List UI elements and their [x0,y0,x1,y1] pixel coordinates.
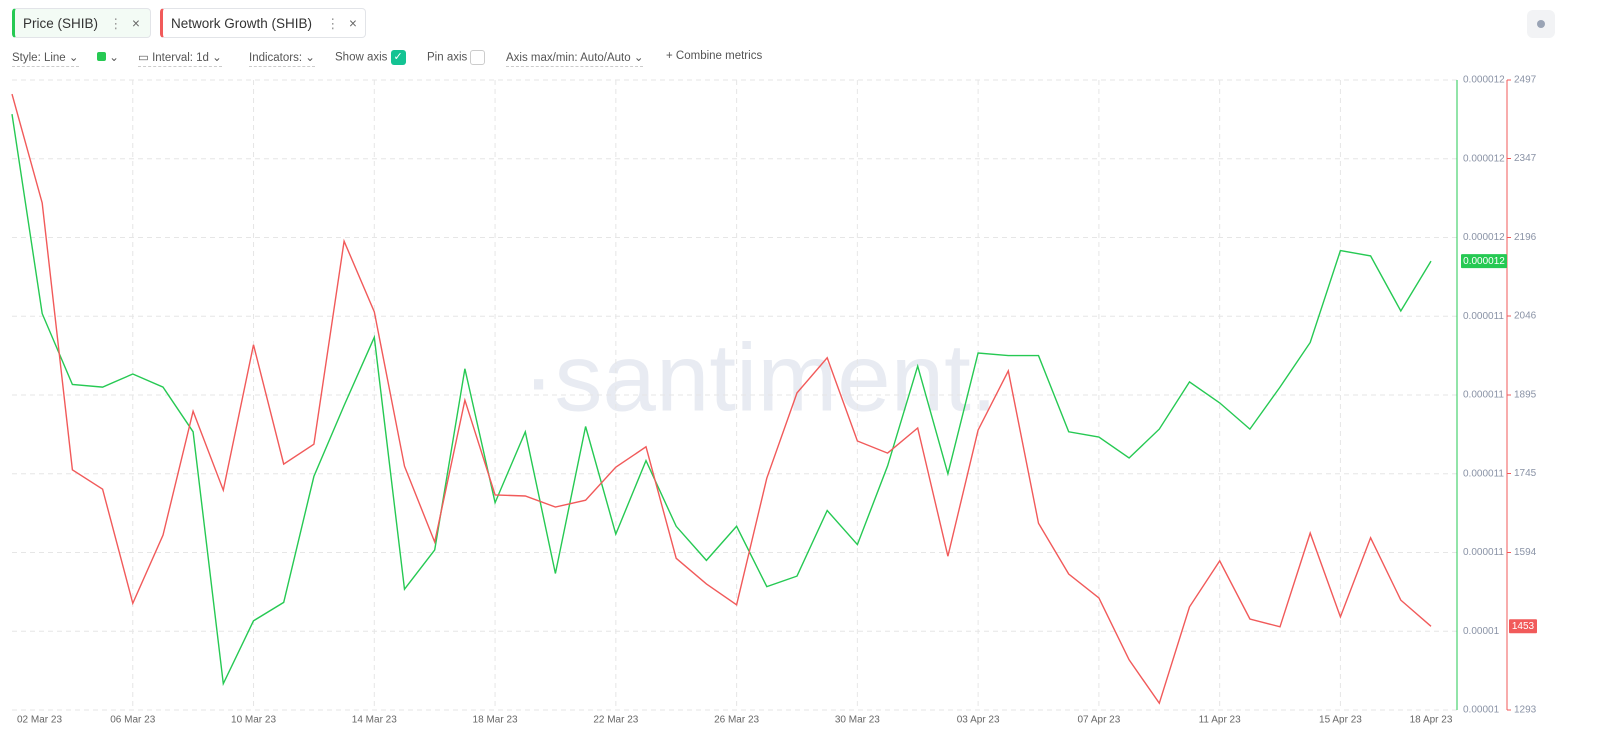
y2-tick-label: 2196 [1514,232,1537,243]
combine-metrics[interactable]: + Combine metrics [666,50,763,62]
series-line [11,113,1432,687]
y2-tick-label: 1745 [1514,468,1537,479]
x-tick-label: 18 Mar 23 [473,715,518,726]
menu-icon[interactable]: ⋮ [109,16,123,31]
x-tick-label: 14 Mar 23 [352,715,397,726]
y-tick-label: 0.000012 [1463,232,1505,243]
value-badge-label: 0.000012 [1463,256,1505,267]
y-tick-label: 0.00001 [1463,626,1500,637]
y-tick-label: 0.000011 [1463,547,1504,558]
y-tick-label: 0.000011 [1463,468,1504,479]
series-line [11,93,1432,705]
y2-tick-label: 1895 [1514,390,1537,401]
show-axis[interactable]: Show axis ✓ [335,50,406,67]
x-tick-label: 30 Mar 23 [835,715,880,726]
icon [1537,20,1545,28]
pin-axis[interactable]: Pin axis [427,50,486,67]
swatch [97,52,106,61]
label: Style: Line [12,52,66,64]
value-badge [1461,254,1507,269]
style-select[interactable]: Style: Line ⌄ [12,50,79,67]
x-tick-label: 07 Apr 23 [1077,715,1120,726]
metric-tab[interactable]: Network Growth (SHIB) ⋮ × [160,8,366,38]
x-tick-label: 11 Apr 23 [1199,715,1242,726]
axis-maxmin[interactable]: Axis max/min: Auto/Auto ⌄ [506,50,644,67]
x-tick-label: 26 Mar 23 [714,715,759,726]
x-tick-label: 06 Mar 23 [110,715,155,726]
checkbox[interactable]: ✓ [390,50,406,65]
y2-tick-label: 2347 [1514,153,1537,164]
close-icon[interactable]: × [349,16,357,31]
label: Combine metrics [675,50,763,62]
label: Indicators: [249,52,303,64]
tab-label: Price (SHIB) [23,16,99,31]
label: Axis max/min: Auto/Auto [506,52,631,64]
y-tick-label: 0.000011 [1463,311,1504,322]
y2-tick-label: 2497 [1514,75,1537,86]
close-icon[interactable]: × [132,16,140,31]
color-select[interactable]: ⌄ [97,50,119,66]
y-tick-label: 0.000012 [1463,153,1505,164]
y-tick-label: 0.00001 [1463,705,1500,716]
value-badge [1509,619,1537,634]
y2-tick-label: 1293 [1514,705,1537,716]
settings-button[interactable] [1527,10,1555,38]
watermark: ·santiment. [523,324,998,431]
y2-tick-label: 1594 [1514,547,1537,558]
label: Show axis [335,51,388,64]
x-tick-label: 22 Mar 23 [593,715,638,726]
y2-tick-label: 2046 [1514,311,1537,322]
y-tick-label: 0.000011 [1463,390,1504,401]
interval-select[interactable]: ▭ Interval: 1d ⌄ [138,50,222,67]
menu-icon[interactable]: ⋮ [326,16,340,31]
x-tick-label: 10 Mar 23 [231,715,276,726]
tab-label: Network Growth (SHIB) [171,16,313,31]
checkbox[interactable] [470,50,486,65]
x-tick-label: 18 Apr 23 [1410,715,1453,726]
indicators-select[interactable]: Indicators: ⌄ [249,50,315,67]
x-tick-label: 02 Mar 23 [17,715,62,726]
y-tick-label: 0.000012 [1463,75,1505,86]
x-tick-label: 15 Apr 23 [1319,715,1362,726]
x-tick-label: 03 Apr 23 [957,715,1000,726]
value-badge-label: 1453 [1512,621,1535,632]
label: Interval: 1d [152,52,209,64]
metric-tab[interactable]: Price (SHIB) ⋮ × [12,8,151,38]
label: Pin axis [427,51,468,64]
